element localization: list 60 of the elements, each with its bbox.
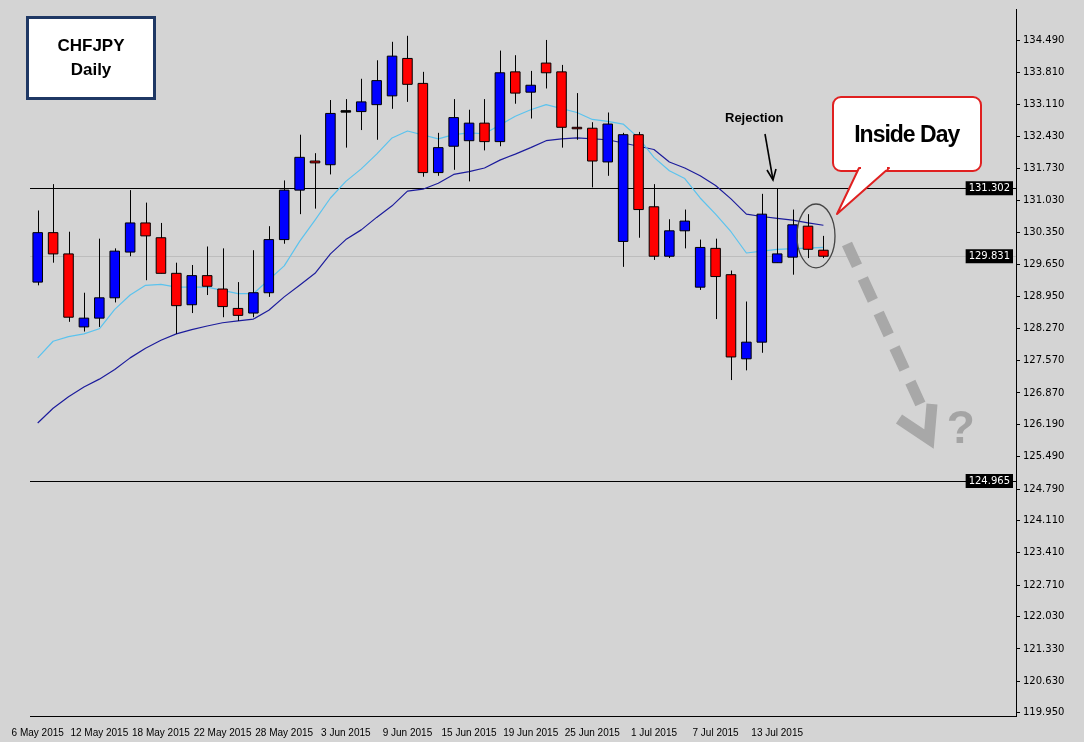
y-tick-label: 133.810 bbox=[1023, 65, 1065, 77]
y-tick-label: 134.490 bbox=[1023, 34, 1065, 46]
y-tick-label: 125.490 bbox=[1023, 450, 1065, 462]
y-tick-label: 126.190 bbox=[1023, 418, 1065, 430]
x-tick-label: 18 May 2015 bbox=[132, 726, 191, 738]
candlestick bbox=[355, 78, 367, 131]
y-tick-label: 122.710 bbox=[1023, 578, 1065, 590]
y-tick-label: 131.730 bbox=[1023, 162, 1065, 174]
candlestick bbox=[463, 109, 475, 182]
ref-line-label: 131.302 bbox=[968, 181, 1011, 193]
x-tick-label: 25 Jun 2015 bbox=[564, 726, 621, 738]
y-tick-label: 119.950 bbox=[1023, 706, 1065, 718]
y-tick-label: 124.790 bbox=[1023, 482, 1065, 494]
x-tick-label: 7 Jul 2015 bbox=[692, 726, 740, 738]
x-tick-label: 28 May 2015 bbox=[255, 726, 314, 738]
ref-line-label: 129.831 bbox=[968, 249, 1011, 261]
candlestick bbox=[479, 98, 490, 151]
x-tick-label: 9 Jun 2015 bbox=[382, 726, 433, 738]
candlestick bbox=[140, 202, 151, 281]
candlestick bbox=[818, 235, 829, 259]
y-tick-label: 122.030 bbox=[1023, 610, 1065, 622]
candlestick bbox=[679, 209, 691, 249]
annotation: Inside Day bbox=[854, 120, 960, 148]
candlestick bbox=[340, 98, 352, 149]
candlestick bbox=[94, 238, 105, 328]
y-tick-label: 132.430 bbox=[1023, 129, 1065, 141]
candlestick bbox=[802, 213, 814, 259]
x-tick-label: 12 May 2015 bbox=[70, 726, 129, 738]
y-tick-label: 133.110 bbox=[1023, 98, 1065, 110]
ref-line-label: 124.965 bbox=[968, 474, 1011, 486]
y-tick-label: 123.410 bbox=[1023, 546, 1065, 558]
y-tick-label: 124.110 bbox=[1023, 514, 1065, 526]
x-tick-label: 15 Jun 2015 bbox=[441, 726, 498, 738]
y-tick-label: 131.030 bbox=[1023, 194, 1065, 206]
y-tick-label: 127.570 bbox=[1023, 354, 1065, 366]
candlestick bbox=[201, 246, 213, 296]
y-tick-label: 129.650 bbox=[1023, 258, 1065, 270]
y-tick-label: 120.630 bbox=[1023, 674, 1065, 686]
candlestick bbox=[78, 292, 90, 333]
candlestick bbox=[217, 247, 228, 318]
x-tick-label: 19 Jun 2015 bbox=[503, 726, 559, 738]
y-tick-label: 121.330 bbox=[1023, 642, 1065, 654]
candlestick bbox=[248, 249, 259, 318]
candlestick bbox=[525, 70, 536, 120]
x-tick-label: 3 Jun 2015 bbox=[321, 726, 371, 738]
x-tick-label: 6 May 2015 bbox=[11, 726, 65, 738]
candlestick bbox=[510, 54, 521, 105]
y-tick-label: 130.350 bbox=[1023, 225, 1065, 237]
candlestick bbox=[741, 301, 752, 371]
y-tick-label: 126.870 bbox=[1023, 386, 1065, 398]
candlestick bbox=[540, 39, 552, 89]
x-tick-label: 22 May 2015 bbox=[193, 726, 252, 738]
annotation: Rejection bbox=[725, 110, 784, 125]
y-tick-label: 128.950 bbox=[1023, 290, 1065, 302]
x-tick-label: 1 Jul 2015 bbox=[630, 726, 678, 738]
title-box: CHFJPY Daily bbox=[26, 16, 156, 100]
annotation: ? bbox=[946, 401, 975, 454]
x-tick-label: 13 Jul 2015 bbox=[751, 726, 804, 738]
y-tick-label: 128.270 bbox=[1023, 321, 1065, 333]
candlestick bbox=[232, 281, 244, 322]
